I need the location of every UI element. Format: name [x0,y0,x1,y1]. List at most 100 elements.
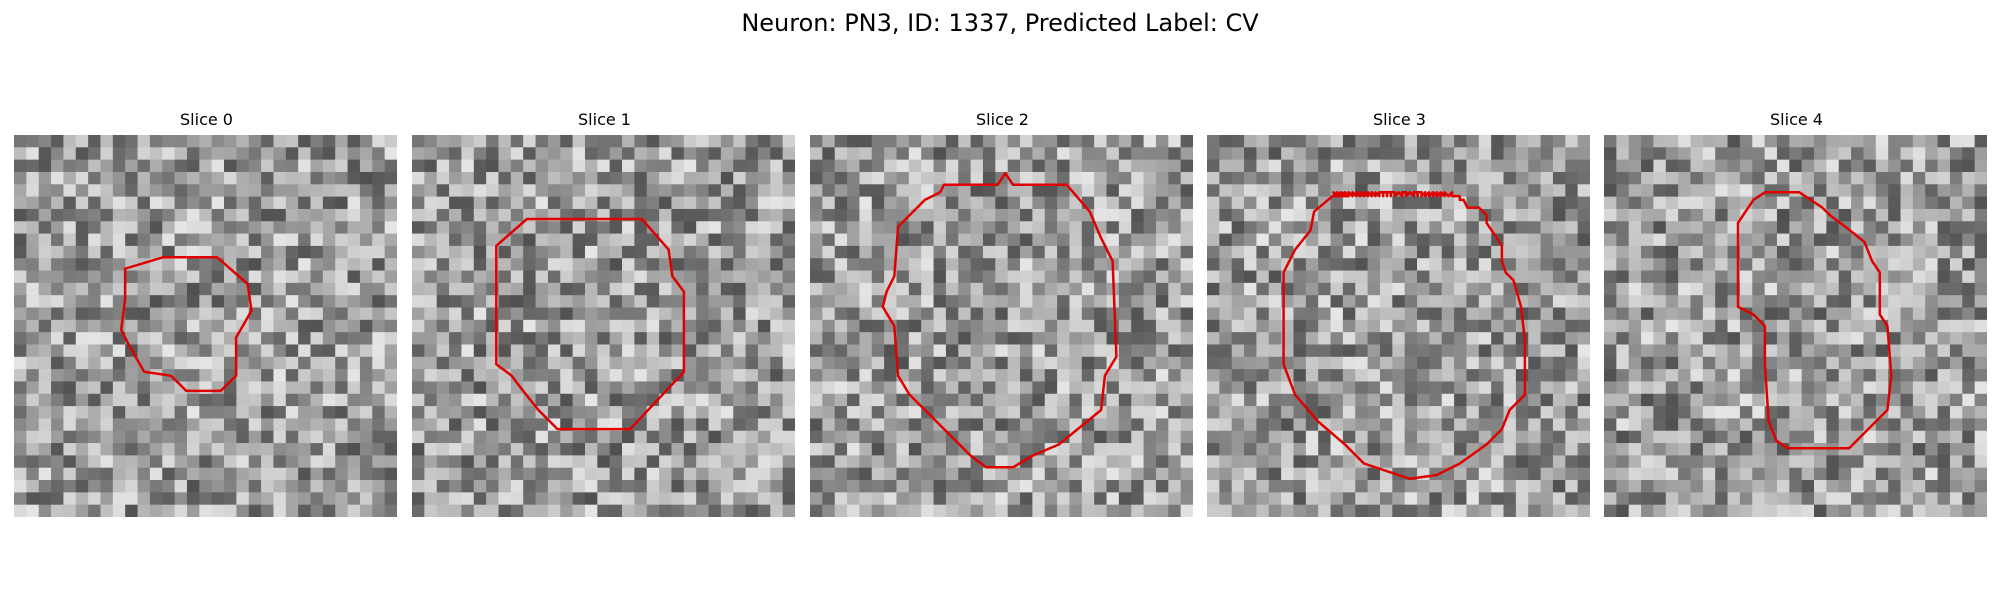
pixel-cell [1081,369,1095,383]
pixel-cell [273,393,287,407]
pixel-cell [859,455,873,469]
pixel-cell [884,307,898,321]
pixel-cell [347,430,361,444]
pixel-cell [1565,319,1579,333]
pixel-cell [347,467,361,481]
pixel-cell [125,381,139,395]
pixel-cell [921,295,935,309]
pixel-cell [1503,344,1517,358]
pixel-cell [696,393,710,407]
pixel-cell [708,332,722,346]
pixel-cell [1678,406,1692,420]
pixel-cell [609,406,623,420]
pixel-cell [572,282,586,296]
pixel-cell [1888,492,1902,506]
pixel-cell [1577,467,1590,481]
pixel-cell [112,171,126,185]
pixel-cell [597,406,611,420]
pixel-cell [1604,171,1617,185]
pixel-cell [1764,282,1778,296]
pixel-cell [810,369,823,383]
pixel-cell [1106,332,1120,346]
pixel-cell [261,245,275,259]
pixel-cell [1665,319,1679,333]
pixel-cell [1838,455,1852,469]
pixel-cell [149,430,163,444]
pixel-cell [1244,332,1258,346]
pixel-cell [26,307,40,321]
pixel-cell [646,356,660,370]
pixel-cell [1106,319,1120,333]
pixel-cell [224,467,237,481]
pixel-cell [1838,406,1852,420]
pixel-cell [75,381,89,395]
pixel-cell [224,393,237,407]
pixel-cell [1020,135,1033,148]
pixel-cell [1838,430,1852,444]
pixel-cell [335,393,349,407]
pixel-cell [149,344,163,358]
pixel-cell [720,480,734,493]
pixel-cell [1912,480,1926,493]
pixel-cell [1417,381,1430,395]
pixel-cell [1032,406,1046,420]
pixel-cell [1069,381,1083,395]
pixel-cell [186,171,200,185]
pixel-cell [622,504,635,517]
pixel-cell [412,135,425,148]
pixel-cell [1690,221,1704,235]
pixel-cell [1888,467,1902,481]
pixel-cell [1628,295,1642,309]
pixel-cell [162,492,176,506]
pixel-cell [1515,135,1529,148]
pixel-cell [535,221,549,235]
pixel-cell [1565,159,1579,173]
pixel-cell [1604,319,1617,333]
pixel-cell [1949,418,1963,432]
pixel-cell [498,221,512,235]
pixel-cell [1752,135,1766,148]
pixel-cell [1628,480,1642,493]
pixel-cell [75,221,89,235]
pixel-cell [1081,171,1095,185]
pixel-cell [1974,492,1987,506]
pixel-cell [1367,258,1381,272]
pixel-cell [1739,332,1753,346]
pixel-cell [335,295,349,309]
pixel-cell [1143,319,1157,333]
pixel-cell [1690,171,1704,185]
pixel-cell [1342,159,1356,173]
pixel-cell [1503,332,1517,346]
pixel-cell [708,381,722,395]
pixel-cell [921,159,935,173]
pixel-cell [1653,147,1667,161]
pixel-cell [1168,504,1182,517]
pixel-cell [1851,369,1865,383]
pixel-cell [424,295,438,309]
pixel-cell [995,455,1009,469]
pixel-cell [609,369,623,383]
pixel-cell [659,332,673,346]
pixel-cell [1478,344,1492,358]
pixel-cell [523,245,537,259]
pixel-cell [584,258,598,272]
pixel-cell [523,307,537,321]
pixel-cell [597,233,611,247]
pixel-cell [1466,393,1480,407]
pixel-cell [1392,270,1406,284]
pixel-cell [1417,171,1430,185]
pixel-cell [1690,270,1704,284]
pixel-cell [1565,221,1579,235]
pixel-cell [1207,245,1220,259]
pixel-cell [1057,319,1071,333]
pixel-cell [149,208,163,222]
pixel-cell [125,418,139,432]
pixel-cell [1318,393,1332,407]
pixel-cell [1888,245,1902,259]
pixel-cell [1478,258,1492,272]
pixel-cell [1552,393,1566,407]
pixel-cell [149,282,163,296]
pixel-cell [137,147,151,161]
pixel-cell [1143,467,1157,481]
pixel-cell [1106,135,1120,148]
